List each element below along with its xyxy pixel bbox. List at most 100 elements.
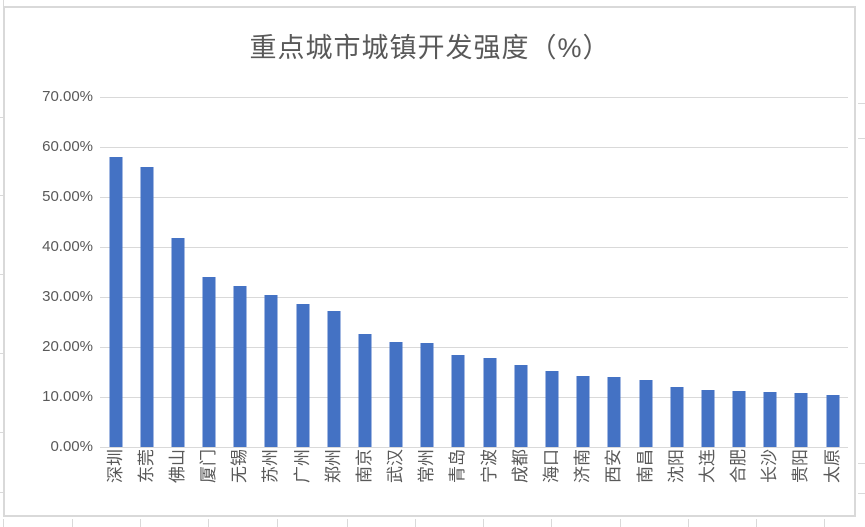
sheet-gridline [0, 195, 3, 196]
x-axis-category-label: 贵阳 [791, 449, 811, 483]
sheet-gridline [208, 519, 209, 527]
x-axis-category-label: 苏州 [261, 449, 281, 483]
bar-column: 沈阳 [661, 97, 692, 483]
bar [296, 303, 310, 447]
x-axis-category-label: 青岛 [448, 449, 468, 483]
sheet-gridline [688, 519, 689, 527]
bar-column: 南昌 [630, 97, 661, 483]
x-axis-category-label: 成都 [510, 449, 530, 483]
sheet-gridline [620, 519, 621, 527]
bar-column: 郑州 [318, 97, 349, 483]
x-axis-category-label: 西安 [604, 449, 624, 483]
x-axis-category-label: 南昌 [635, 449, 655, 483]
x-axis-category-label: 常州 [417, 449, 437, 483]
x-axis-category-label: 海口 [541, 449, 561, 483]
sheet-gridline [858, 138, 865, 139]
sheet-gridline [0, 274, 3, 275]
x-axis-line [100, 447, 848, 448]
bar [171, 237, 185, 447]
sheet-gridline [0, 492, 3, 493]
bar [451, 354, 465, 447]
sheet-gridline [347, 519, 348, 527]
y-axis-tick-label: 20.00% [42, 338, 93, 355]
x-axis-category-label: 厦门 [199, 449, 219, 483]
sheet-gridline [72, 519, 73, 527]
sheet-gridline [824, 519, 825, 527]
x-axis-category-label: 深圳 [105, 449, 125, 483]
x-axis-category-label: 郑州 [323, 449, 343, 483]
y-axis-tick-label: 30.00% [42, 288, 93, 305]
y-axis-tick-label: 10.00% [42, 388, 93, 405]
gridline [100, 297, 848, 298]
bar-column: 深圳 [100, 97, 131, 483]
x-axis-category-label: 大连 [697, 449, 717, 483]
sheet-gridline [415, 519, 416, 527]
sheet-gridline [0, 353, 3, 354]
bar-column: 贵阳 [786, 97, 817, 483]
bar [794, 392, 808, 447]
bar-series: 深圳 东莞 佛山 厦门 无锡 苏州 广州 郑州 南京 武汉 常州 青岛 宁波 成都 海口 济南 西安 南昌 沈阳 大连… [100, 97, 848, 483]
chart-title: 重点城市城镇开发强度（%） [249, 33, 611, 63]
x-axis-category-label: 佛山 [167, 449, 187, 483]
x-axis-category-label: 济南 [573, 449, 593, 483]
x-axis-category-label: 合肥 [729, 449, 749, 483]
gridline [100, 347, 848, 348]
bar-column: 常州 [412, 97, 443, 483]
bar-column: 大连 [692, 97, 723, 483]
bar [358, 333, 372, 447]
bar-column: 长沙 [755, 97, 786, 483]
sheet-gridline [858, 103, 865, 104]
bar [576, 376, 590, 447]
sheet-gridline [140, 519, 141, 527]
gridline [100, 247, 848, 248]
x-axis-category-label: 无锡 [230, 449, 250, 483]
x-axis-category-label: 长沙 [760, 449, 780, 483]
x-axis-category-label: 南京 [354, 449, 374, 483]
sheet-gridline [0, 117, 3, 118]
sheet-gridline [3, 519, 4, 527]
gridline [100, 197, 848, 198]
bar [264, 294, 278, 447]
y-axis-tick-label: 50.00% [42, 188, 93, 205]
x-axis-category-label: 太原 [822, 449, 842, 483]
bar-column: 宁波 [474, 97, 505, 483]
bar [701, 390, 715, 447]
sheet-gridline [483, 519, 484, 527]
bar [327, 310, 341, 447]
gridline [100, 397, 848, 398]
bar [233, 286, 247, 447]
sheet-gridline [551, 519, 552, 527]
sheet-gridline [3, 0, 4, 6]
x-axis-category-label: 宁波 [479, 449, 499, 483]
bar-column: 苏州 [256, 97, 287, 483]
sheet-gridline [277, 519, 278, 527]
bar [545, 370, 559, 447]
bar-column: 无锡 [225, 97, 256, 483]
bar [670, 386, 684, 447]
bar [483, 358, 497, 447]
x-axis-category-label: 沈阳 [666, 449, 686, 483]
bar [389, 342, 403, 447]
sheet-gridline [858, 493, 865, 494]
sheet-gridline [0, 432, 3, 433]
bar [202, 276, 216, 447]
bar [420, 342, 434, 447]
bar-column: 西安 [599, 97, 630, 483]
y-axis-tick-label: 60.00% [42, 138, 93, 155]
bar-column: 广州 [287, 97, 318, 483]
bar-column: 太原 [817, 97, 848, 483]
y-axis-tick-label: 70.00% [42, 88, 93, 105]
bar [763, 392, 777, 447]
bar-column: 厦门 [194, 97, 225, 483]
y-axis-tick-label: 40.00% [42, 238, 93, 255]
bar-column: 合肥 [723, 97, 754, 483]
x-axis-category-label: 广州 [292, 449, 312, 483]
bar-column: 南京 [349, 97, 380, 483]
bar-column: 济南 [568, 97, 599, 483]
x-axis-category-label: 东莞 [136, 449, 156, 483]
bar [732, 390, 746, 447]
bar-column: 成都 [505, 97, 536, 483]
x-axis-category-label: 武汉 [386, 449, 406, 483]
bar [639, 379, 652, 447]
